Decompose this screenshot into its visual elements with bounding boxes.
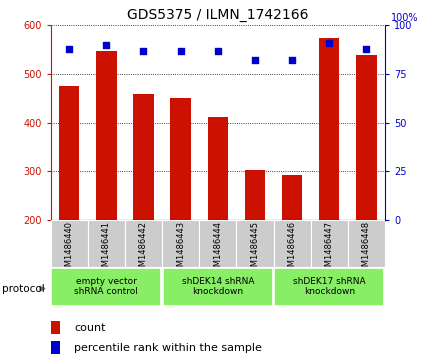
Bar bbox=[208, 117, 228, 220]
Bar bbox=[51, 220, 88, 267]
Bar bbox=[311, 220, 348, 267]
Text: GSM1486441: GSM1486441 bbox=[102, 221, 111, 277]
Bar bbox=[162, 220, 199, 267]
Text: GSM1486442: GSM1486442 bbox=[139, 221, 148, 277]
Point bbox=[363, 46, 370, 52]
Bar bbox=[51, 268, 161, 306]
Text: shDEK14 shRNA
knockdown: shDEK14 shRNA knockdown bbox=[182, 277, 254, 297]
Text: GSM1486445: GSM1486445 bbox=[250, 221, 260, 277]
Text: GSM1486446: GSM1486446 bbox=[288, 221, 297, 277]
Bar bbox=[245, 170, 265, 220]
Point bbox=[251, 57, 258, 63]
Bar bbox=[59, 86, 79, 220]
Text: percentile rank within the sample: percentile rank within the sample bbox=[74, 343, 262, 352]
Text: GSM1486443: GSM1486443 bbox=[176, 221, 185, 277]
Text: GSM1486440: GSM1486440 bbox=[65, 221, 73, 277]
Point bbox=[289, 57, 296, 63]
Point bbox=[177, 48, 184, 54]
Point bbox=[103, 42, 110, 48]
Bar bbox=[282, 175, 302, 220]
Point bbox=[140, 48, 147, 54]
Bar bbox=[356, 54, 377, 220]
Bar bbox=[236, 220, 274, 267]
Point bbox=[326, 40, 333, 46]
Bar bbox=[348, 220, 385, 267]
Bar bbox=[170, 98, 191, 220]
Bar bbox=[274, 220, 311, 267]
Point bbox=[66, 46, 73, 52]
Bar bbox=[274, 268, 384, 306]
Text: protocol: protocol bbox=[2, 284, 45, 294]
Bar bbox=[319, 37, 340, 220]
Bar bbox=[163, 268, 273, 306]
Title: GDS5375 / ILMN_1742166: GDS5375 / ILMN_1742166 bbox=[127, 8, 308, 22]
Text: GSM1486447: GSM1486447 bbox=[325, 221, 334, 277]
Bar bbox=[51, 321, 60, 334]
Bar bbox=[199, 220, 236, 267]
Text: GSM1486444: GSM1486444 bbox=[213, 221, 222, 277]
Bar bbox=[96, 51, 117, 220]
Text: 100%: 100% bbox=[391, 13, 418, 23]
Bar bbox=[125, 220, 162, 267]
Bar bbox=[51, 341, 60, 354]
Bar bbox=[133, 94, 154, 220]
Text: shDEK17 shRNA
knockdown: shDEK17 shRNA knockdown bbox=[293, 277, 366, 297]
Point bbox=[214, 48, 221, 54]
Text: empty vector
shRNA control: empty vector shRNA control bbox=[74, 277, 138, 297]
Text: count: count bbox=[74, 323, 106, 333]
Bar bbox=[88, 220, 125, 267]
Text: GSM1486448: GSM1486448 bbox=[362, 221, 371, 277]
